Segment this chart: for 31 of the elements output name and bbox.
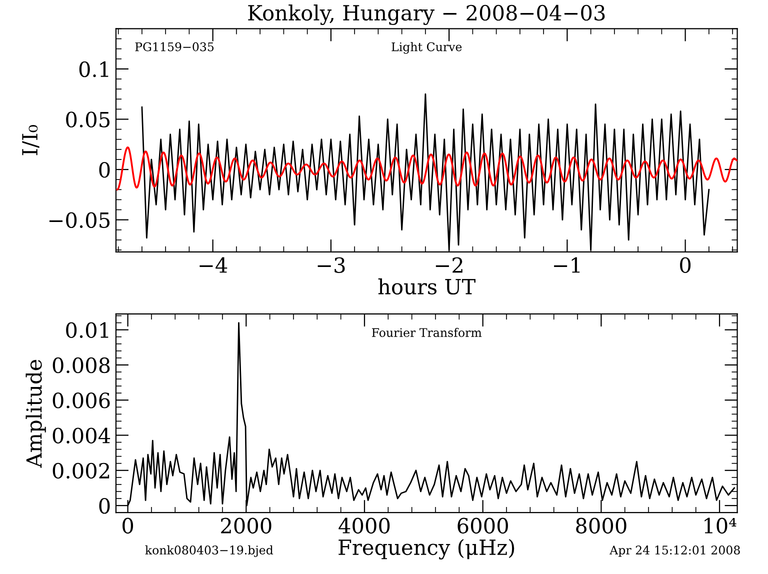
x-axis-title: hours UT bbox=[378, 278, 476, 295]
text: konk080403−19.bjed bbox=[145, 545, 274, 557]
annotation: Light Curve bbox=[392, 42, 462, 54]
y-tick-label: 0.002 bbox=[52, 462, 110, 479]
y-tick-label: 0 bbox=[99, 162, 110, 178]
y-tick-label: 0.004 bbox=[52, 428, 110, 444]
text: Apr 24 15:12:01 2008 bbox=[610, 546, 740, 557]
y-tick-label: 0.008 bbox=[52, 357, 110, 374]
x-tick-label: 8000 bbox=[576, 518, 626, 534]
x-tick-label: 4000 bbox=[338, 518, 390, 534]
x-tick-label: 6000 bbox=[458, 518, 508, 534]
chart-title: Konkoly, Hungary − 2008−04−03 bbox=[248, 4, 605, 25]
x-tick-label: 2000 bbox=[221, 518, 272, 534]
x-tick-label: 0 bbox=[680, 257, 691, 273]
x-tick-label: 0 bbox=[122, 518, 134, 534]
x-tick-label: −3 bbox=[318, 257, 345, 273]
y-tick-label: −0.05 bbox=[49, 212, 110, 228]
y-tick-label: 0.01 bbox=[66, 322, 108, 338]
y-tick-label: 0.1 bbox=[79, 61, 108, 78]
x-tick-label: 10⁴ bbox=[704, 518, 736, 534]
annotation: Fourier Transform bbox=[372, 328, 482, 338]
y-tick-label: 0.05 bbox=[66, 112, 110, 128]
x-tick-label: −4 bbox=[200, 257, 228, 273]
annotation: PG1159−035 bbox=[135, 42, 214, 52]
y-tick-label: 0.006 bbox=[52, 392, 110, 408]
y-axis-title: I/I₀ bbox=[22, 124, 40, 156]
x-tick-label: −1 bbox=[554, 257, 580, 273]
x-axis-title: Frequency (μHz) bbox=[338, 538, 514, 560]
y-axis-title: Amplitude bbox=[26, 360, 46, 468]
y-tick-label: 0 bbox=[99, 498, 110, 514]
x-tick-label: −2 bbox=[436, 257, 462, 273]
